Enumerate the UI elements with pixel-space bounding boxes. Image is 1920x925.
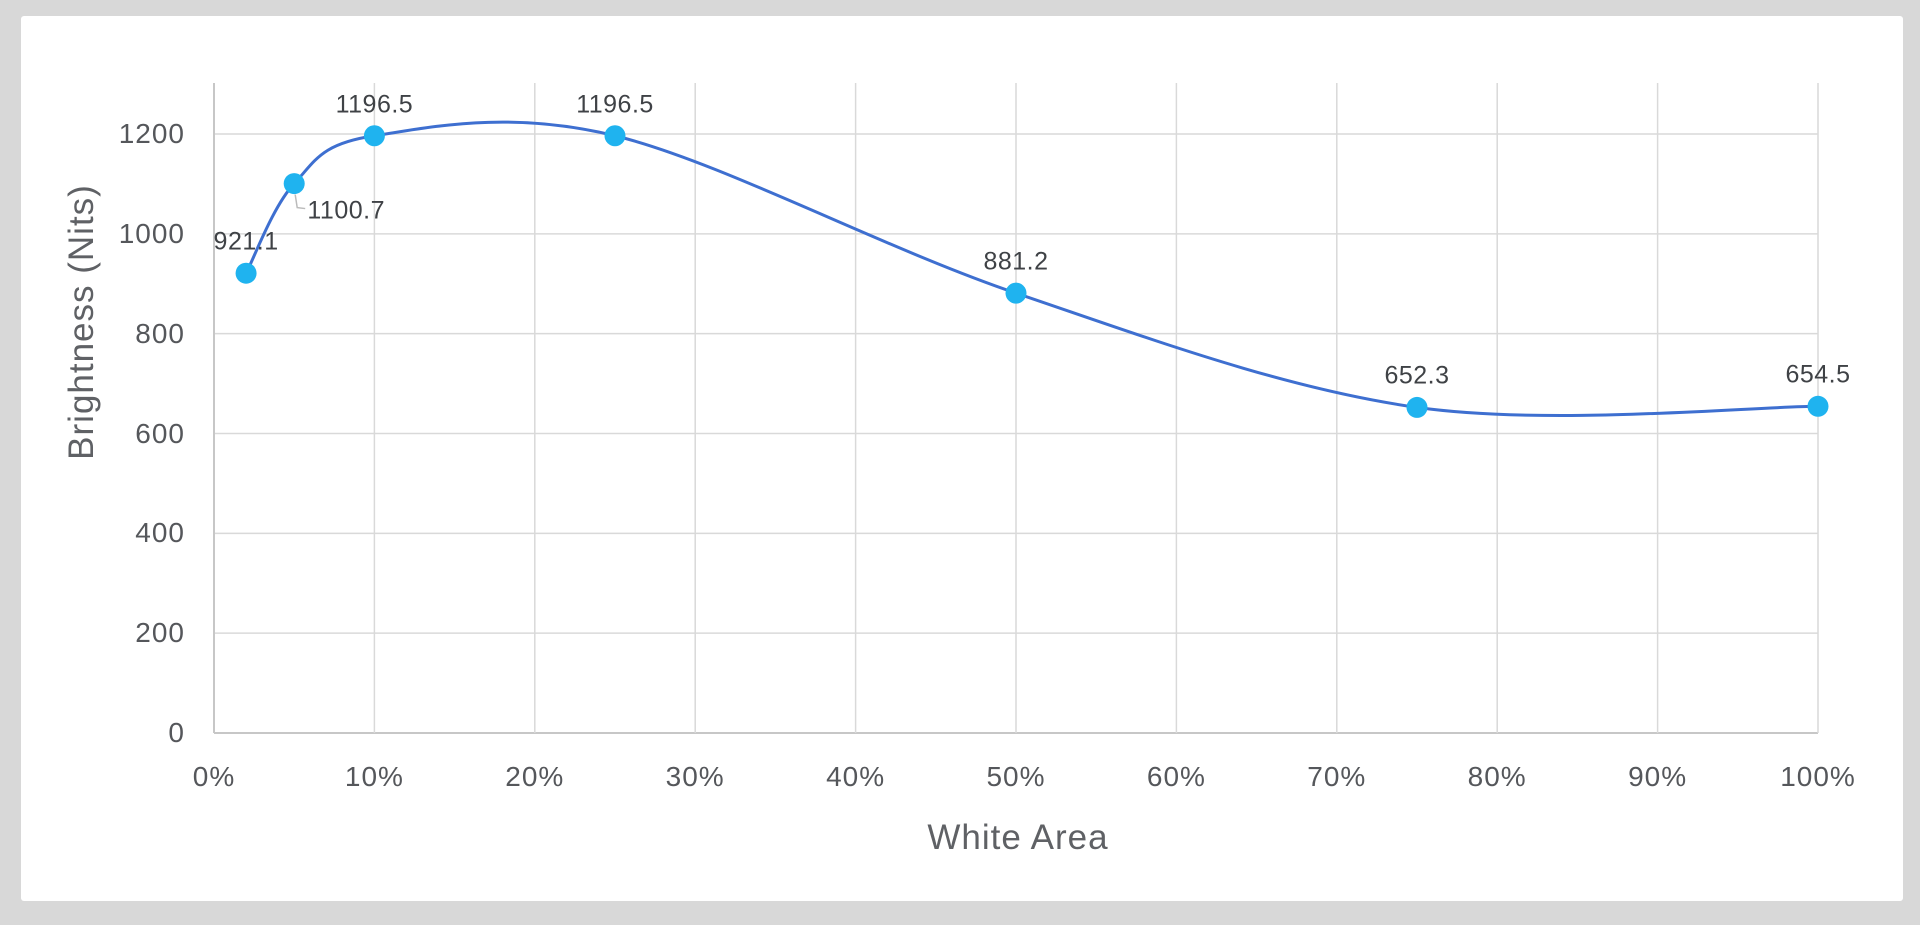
data-point-marker — [604, 125, 626, 147]
data-point-marker — [283, 173, 305, 195]
chart-card — [21, 16, 1903, 901]
data-point-marker — [363, 125, 385, 147]
series-line — [244, 120, 1820, 418]
data-point-marker — [1807, 395, 1829, 417]
data-point-marker — [235, 262, 257, 284]
data-point-marker — [1406, 396, 1428, 418]
label-leader-line — [294, 194, 306, 210]
data-point-marker — [1005, 282, 1027, 304]
